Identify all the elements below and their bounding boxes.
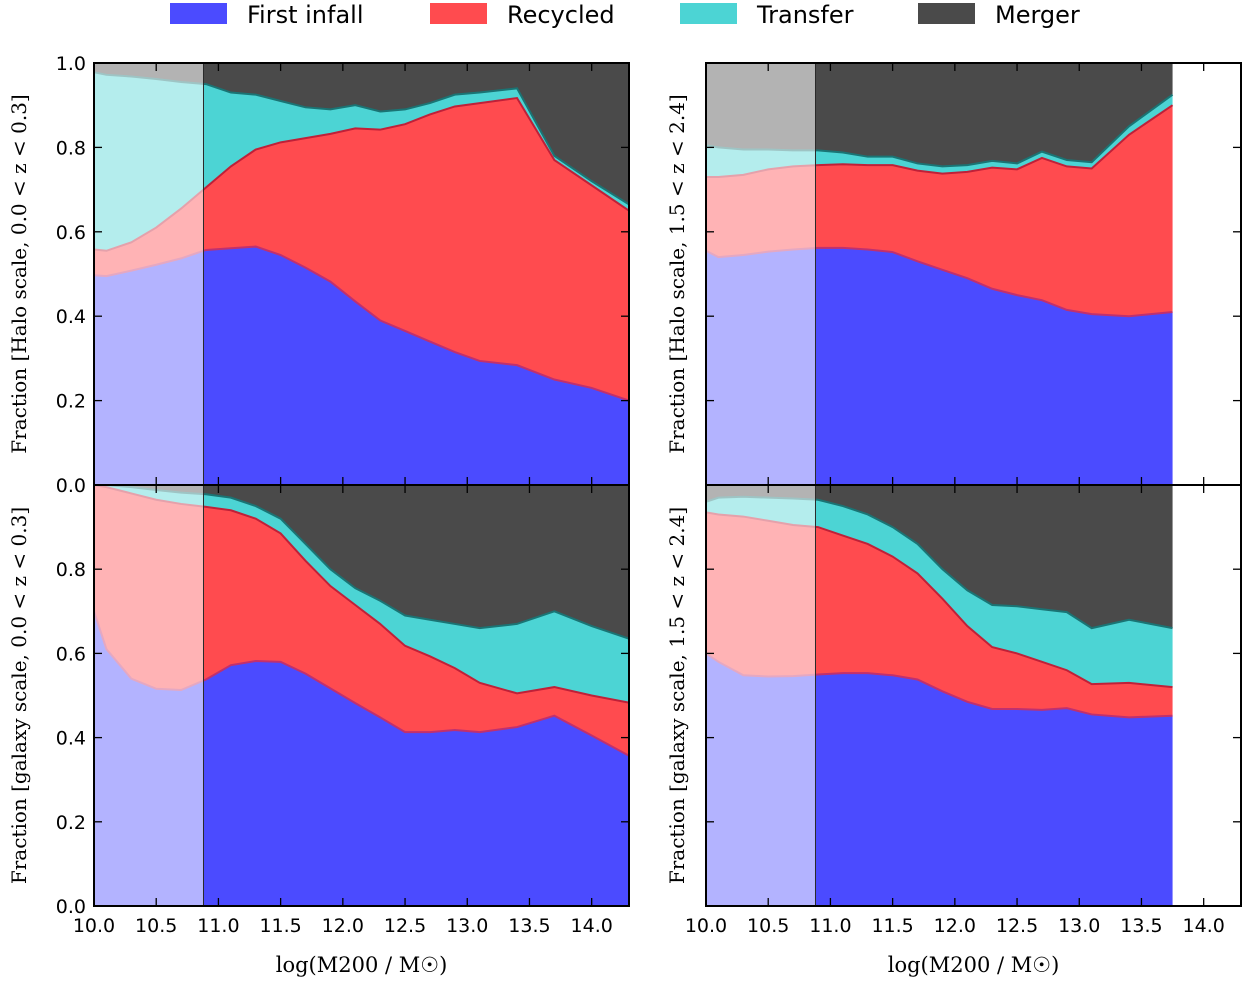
- x-axis-label: log(M200 / M☉): [276, 953, 448, 977]
- legend-swatch: [680, 3, 737, 24]
- area-recycled: [94, 98, 629, 401]
- plot-area: [706, 63, 1174, 485]
- shaded-region: [706, 63, 816, 485]
- x-tick-label: 13.5: [1120, 915, 1162, 937]
- area-transfer: [706, 94, 1173, 177]
- x-tick-label: 14.0: [1183, 915, 1225, 937]
- x-tick-label: 11.0: [197, 915, 239, 937]
- legend-item-3: Merger: [918, 1, 1080, 29]
- y-tick-label: 0.4: [56, 306, 86, 328]
- area-first-infall: [94, 246, 629, 485]
- y-axis-label: Fraction [Halo scale, 0.0 < z < 0.3]: [7, 94, 31, 453]
- legend: First infall Recycled Transfer Merger: [170, 1, 1080, 29]
- x-tick-label: 10.0: [73, 915, 115, 937]
- x-tick-label: 13.0: [1058, 915, 1100, 937]
- x-tick-label: 13.0: [446, 915, 488, 937]
- x-tick-label: 12.5: [384, 915, 426, 937]
- legend-label: Recycled: [507, 1, 615, 29]
- area-first-infall: [706, 247, 1173, 485]
- area-merger: [94, 485, 629, 639]
- panels: 0.0 0.2 0.4 0.6 0.8 1.0 Fraction [Halo scale, …: [7, 53, 1242, 977]
- area-merger: [706, 63, 1173, 167]
- panel-frame: [705, 484, 1242, 907]
- x-tick-label: 10.0: [685, 915, 727, 937]
- x-tick-label: 13.5: [508, 915, 550, 937]
- y-axis-label: Fraction [galaxy scale, 1.5 < z < 2.4]: [665, 507, 689, 884]
- x-tick-label: 10.5: [747, 915, 789, 937]
- panel-2: Fraction [Halo scale, 1.5 < z < 2.4]: [665, 62, 1242, 486]
- y-tick-label: 0.8: [56, 137, 86, 159]
- y-tick-label: 0.4: [56, 728, 86, 750]
- x-tick-label: 11.0: [809, 915, 851, 937]
- y-axis-label: Fraction [Halo scale, 1.5 < z < 2.4]: [665, 94, 689, 453]
- x-tick-label: 14.0: [571, 915, 613, 937]
- area-merger: [706, 485, 1173, 629]
- legend-swatch: [170, 3, 227, 24]
- x-axis-label: log(M200 / M☉): [888, 953, 1060, 977]
- panel-4: 10.0 10.5 11.0 11.5 12.0 12.5 13.0 13.5 14.0 Frac…: [665, 484, 1242, 977]
- area-transfer: [94, 72, 629, 251]
- area-first-infall: [706, 653, 1173, 906]
- y-tick-label: 0.2: [56, 391, 86, 413]
- y-tick-label: 0.2: [56, 812, 86, 834]
- plot-area: [706, 485, 1173, 906]
- legend-swatch: [430, 3, 487, 24]
- area-transfer: [706, 496, 1173, 688]
- x-tick-label: 12.0: [934, 915, 976, 937]
- x-tick-label: 12.5: [996, 915, 1038, 937]
- y-tick-label: 0.0: [56, 475, 86, 497]
- plot-area: [94, 63, 629, 485]
- area-recycled: [706, 512, 1173, 718]
- y-tick-label: 0.6: [56, 222, 86, 244]
- x-tick-label: 11.5: [871, 915, 913, 937]
- y-tick-label: 0.6: [56, 643, 86, 665]
- shaded-region: [706, 485, 816, 906]
- legend-item-2: Transfer: [680, 1, 854, 29]
- legend-item-0: First infall: [170, 1, 364, 29]
- panel-3: 0.0 0.2 0.4 0.6 0.8 10.0 10.5 11.0 11.5 12.0 12.5 1…: [7, 484, 630, 977]
- y-tick-label: 1.0: [56, 53, 86, 75]
- legend-swatch: [918, 3, 975, 24]
- panel-frame: [93, 484, 630, 907]
- panel-1: 0.0 0.2 0.4 0.6 0.8 1.0 Fraction [Halo scale, …: [7, 53, 630, 497]
- area-recycled: [706, 105, 1173, 317]
- y-axis-label: Fraction [galaxy scale, 0.0 < z < 0.3]: [7, 507, 31, 884]
- shaded-region: [94, 485, 204, 906]
- legend-label: First infall: [247, 1, 364, 29]
- x-tick-label: 11.5: [259, 915, 301, 937]
- legend-label: Merger: [995, 1, 1080, 29]
- legend-label: Transfer: [756, 1, 854, 29]
- y-tick-label: 0.0: [56, 896, 86, 918]
- area-first-infall: [94, 611, 629, 906]
- plot-area: [94, 485, 629, 906]
- area-transfer: [94, 485, 629, 703]
- y-tick-label: 0.8: [56, 559, 86, 581]
- x-tick-label: 12.0: [322, 915, 364, 937]
- shaded-region: [94, 63, 204, 485]
- x-tick-label: 10.5: [135, 915, 177, 937]
- legend-item-1: Recycled: [430, 1, 615, 29]
